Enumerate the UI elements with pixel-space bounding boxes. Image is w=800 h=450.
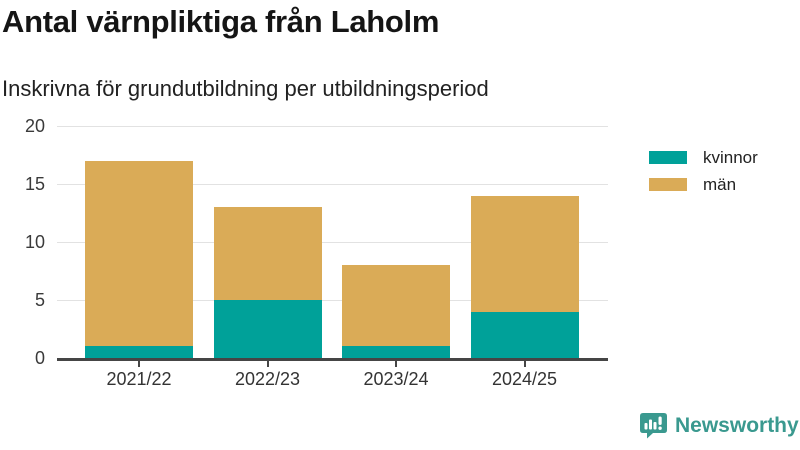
y-axis: 0 5 10 15 20 — [0, 116, 45, 378]
gridline-10 — [57, 242, 608, 243]
x-tick-label: 2022/23 — [234, 369, 301, 389]
y-tick-label: 20 — [24, 116, 45, 136]
x-tick-mark — [523, 361, 526, 367]
bar-segment-kvinnor-2023/24 — [342, 346, 450, 358]
gridline-20 — [57, 126, 608, 127]
legend-item-män: män — [649, 174, 758, 194]
legend-swatch-kvinnor — [649, 151, 687, 164]
legend-label: män — [703, 174, 737, 194]
x-tick-mark — [395, 361, 397, 367]
legend-label: kvinnor — [703, 147, 758, 167]
bar-segment-kvinnor-2024/25 — [470, 311, 579, 358]
x-tick-mark — [138, 361, 140, 367]
x-axis: 2021/22 2022/23 2023/24 2024/25 — [57, 358, 608, 398]
x-tick-label: 2024/25 — [491, 369, 558, 389]
y-tick-label: 15 — [24, 174, 45, 194]
x-axis-line — [57, 358, 608, 361]
bar-segment-män-2022/23 — [213, 207, 322, 300]
x-tick-label: 2021/22 — [106, 369, 172, 389]
y-tick-label: 10 — [24, 232, 45, 252]
bar-segment-kvinnor-2021/22 — [85, 346, 193, 358]
bar-segment-män-2021/22 — [85, 160, 193, 347]
bar-segment-män-2024/25 — [470, 195, 579, 312]
chart-subtitle: Inskrivna för grundutbildning per utbild… — [2, 76, 489, 101]
logo-text: Newsworthy — [675, 414, 799, 437]
newsworthy-chart-bubble-icon — [640, 413, 667, 439]
legend-swatch-män — [649, 178, 687, 191]
x-tick-label: 2023/24 — [363, 369, 429, 389]
y-tick-label: 5 — [34, 290, 45, 310]
legend: kvinnor män — [649, 147, 758, 204]
gridline-5 — [57, 300, 608, 301]
gridline-15 — [57, 184, 608, 185]
x-tick-mark — [266, 361, 269, 367]
legend-item-kvinnor: kvinnor — [649, 147, 758, 167]
chart-title: Antal värnpliktiga från Laholm — [2, 4, 440, 39]
newsworthy-logo: Newsworthy — [640, 413, 799, 439]
y-tick-label: 0 — [34, 348, 45, 368]
bar-segment-män-2023/24 — [342, 265, 450, 347]
bar-segment-kvinnor-2022/23 — [213, 300, 322, 358]
plot-area — [57, 126, 608, 358]
